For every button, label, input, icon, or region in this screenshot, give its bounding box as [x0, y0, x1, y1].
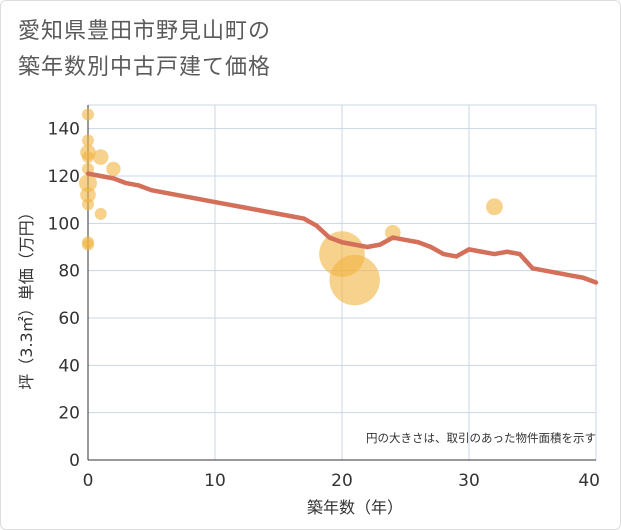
y-tick-label: 60: [58, 309, 80, 329]
scatter-point: [82, 151, 94, 164]
y-axis-label: 坪（3.3㎡）単価（万円）: [17, 204, 36, 389]
scatter-point: [106, 161, 121, 177]
x-axis-label: 築年数（年）: [307, 498, 403, 517]
y-tick-label: 80: [58, 262, 80, 282]
y-tick-label: 120: [48, 167, 80, 187]
x-tick-label: 20: [331, 471, 353, 491]
scatter-point: [82, 238, 94, 251]
scatter-point: [94, 207, 107, 220]
y-tick-label: 0: [69, 451, 80, 471]
trend-line: [85, 171, 599, 285]
scatter-point: [82, 198, 94, 211]
y-tick-label: 140: [48, 120, 80, 140]
scatter-point: [80, 187, 96, 203]
y-tick-label: 40: [58, 356, 80, 376]
x-tick-label: 10: [204, 471, 226, 491]
y-tick-labels: 0 20 40 60 80 100 120 140: [48, 120, 80, 471]
x-tick-labels: 0 10 20 30 40: [83, 471, 600, 491]
scatter-point: [486, 198, 503, 216]
chart-title-line1: 愛知県豊田市野見山町の: [18, 19, 272, 44]
y-tick-label: 20: [58, 404, 80, 424]
scatter-point: [329, 254, 380, 306]
scatter-series: [79, 108, 503, 306]
size-note: 円の大きさは、取引のあった物件面積を示す: [366, 431, 596, 445]
scatter-point: [82, 108, 94, 121]
trend-line-series: [85, 171, 599, 285]
scatter-point: [79, 174, 97, 193]
x-tick-label: 0: [83, 471, 94, 491]
x-tick-label: 40: [578, 471, 600, 491]
scatter-point: [82, 162, 94, 175]
scatter-point: [82, 134, 94, 147]
scatter-point: [92, 149, 109, 165]
x-tick-label: 30: [458, 471, 480, 491]
chart-title-line2: 築年数別中古戸建て価格: [18, 55, 272, 80]
y-tick-label: 100: [48, 214, 80, 234]
chart-title: 愛知県豊田市野見山町の 築年数別中古戸建て価格: [18, 14, 271, 86]
